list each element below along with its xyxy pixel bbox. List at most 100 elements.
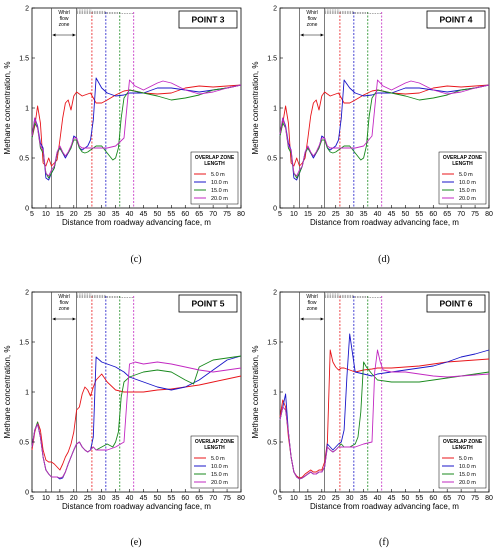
whirl-zone-arrowhead-right [72, 33, 76, 37]
x-tick-label: 25 [332, 211, 340, 218]
x-tick-label: 60 [181, 211, 189, 218]
y-tick-label: 1.5 [267, 340, 277, 347]
whirl-zone-label: flow [308, 16, 317, 22]
y-tick-label: 0 [273, 206, 277, 213]
legend-title: LENGTH [452, 161, 473, 167]
x-tick-label: 50 [402, 495, 410, 502]
x-axis-label: Distance from roadway advancing face, m [310, 502, 459, 511]
x-tick-label: 75 [471, 211, 479, 218]
whirl-zone-arrowhead-right [320, 33, 324, 37]
x-tick-label: 55 [167, 495, 175, 502]
series-line [31, 84, 242, 179]
legend-title: LENGTH [452, 445, 473, 451]
whirl-zone-label: zone [307, 22, 318, 28]
whirl-zone-label: Whirl [58, 294, 69, 300]
panel-caption: (e) [130, 537, 141, 548]
y-axis-label: Methane concentration, % [3, 62, 12, 155]
legend-label: 15.0 m [211, 472, 228, 478]
legend-box [438, 435, 487, 489]
y-tick-label: 0.5 [267, 156, 277, 163]
x-tick-label: 65 [195, 211, 203, 218]
x-tick-label: 10 [42, 211, 50, 218]
series-line [279, 349, 490, 480]
y-tick-label: 1.5 [19, 56, 29, 63]
whirl-zone-arrowhead-left [52, 33, 56, 37]
x-tick-label: 35 [112, 211, 120, 218]
series-line [279, 84, 490, 167]
x-tick-label: 20 [70, 495, 78, 502]
y-tick-label: 1 [25, 390, 29, 397]
series-line [31, 361, 242, 479]
series-line [279, 349, 490, 479]
x-tick-label: 80 [237, 495, 245, 502]
x-tick-label: 35 [112, 495, 120, 502]
legend-title: LENGTH [204, 161, 225, 167]
x-tick-label: 50 [154, 495, 162, 502]
x-tick-label: 40 [126, 211, 134, 218]
x-tick-label: 65 [443, 495, 451, 502]
legend-box [190, 435, 239, 489]
whirl-zone-arrowhead-left [300, 33, 304, 37]
point-title: POINT 6 [439, 299, 472, 309]
x-tick-label: 55 [415, 495, 423, 502]
panel-caption: (d) [378, 254, 390, 265]
x-tick-label: 75 [223, 495, 231, 502]
series-line [31, 77, 242, 181]
x-tick-label: 5 [278, 495, 282, 502]
legend-label: 5.0 m [211, 172, 225, 178]
point-title: POINT 3 [191, 15, 224, 25]
x-tick-label: 5 [30, 495, 34, 502]
x-tick-label: 50 [402, 211, 410, 218]
x-tick-label: 65 [443, 211, 451, 218]
x-tick-label: 25 [84, 495, 92, 502]
y-tick-label: 0.5 [19, 440, 29, 447]
x-tick-label: 55 [415, 211, 423, 218]
legend-label: 5.0 m [459, 456, 473, 462]
x-tick-label: 30 [98, 495, 106, 502]
x-tick-label: 60 [429, 495, 437, 502]
x-tick-label: 25 [84, 211, 92, 218]
x-tick-label: 50 [154, 211, 162, 218]
y-tick-label: 1.5 [267, 56, 277, 63]
x-tick-label: 80 [485, 211, 493, 218]
x-tick-label: 45 [140, 495, 148, 502]
x-tick-label: 80 [237, 211, 245, 218]
legend-title: LENGTH [204, 445, 225, 451]
x-tick-label: 75 [471, 495, 479, 502]
point-title: POINT 4 [439, 15, 472, 25]
point-title: POINT 5 [191, 299, 224, 309]
legend-label: 10.0 m [459, 464, 476, 470]
whirl-zone-label: Whirl [58, 10, 69, 16]
x-tick-label: 25 [332, 495, 340, 502]
x-tick-label: 30 [346, 211, 354, 218]
legend-title: OVERLAP ZONE [443, 155, 483, 161]
x-tick-label: 5 [278, 211, 282, 218]
x-axis-label: Distance from roadway advancing face, m [62, 502, 211, 511]
legend-title: OVERLAP ZONE [443, 439, 483, 445]
legend-box [438, 151, 487, 205]
y-tick-label: 1 [25, 106, 29, 113]
x-tick-label: 70 [457, 495, 465, 502]
x-tick-label: 5 [30, 211, 34, 218]
x-tick-label: 20 [318, 495, 326, 502]
legend-label: 10.0 m [211, 464, 228, 470]
x-tick-label: 15 [304, 211, 312, 218]
x-tick-label: 45 [388, 211, 396, 218]
legend-label: 15.0 m [459, 188, 476, 194]
whirl-zone-label: zone [59, 306, 70, 312]
y-tick-label: 1 [273, 106, 277, 113]
legend-label: 20.0 m [211, 196, 228, 202]
legend-label: 15.0 m [211, 188, 228, 194]
whirl-zone-arrowhead-left [52, 317, 56, 321]
x-tick-label: 20 [318, 211, 326, 218]
y-tick-label: 2 [273, 6, 277, 13]
x-tick-label: 40 [374, 211, 382, 218]
y-axis-label: Methane concentration, % [251, 62, 260, 155]
legend-label: 20.0 m [459, 196, 476, 202]
series-line [31, 373, 242, 471]
whirl-zone-label: flow [308, 300, 317, 306]
